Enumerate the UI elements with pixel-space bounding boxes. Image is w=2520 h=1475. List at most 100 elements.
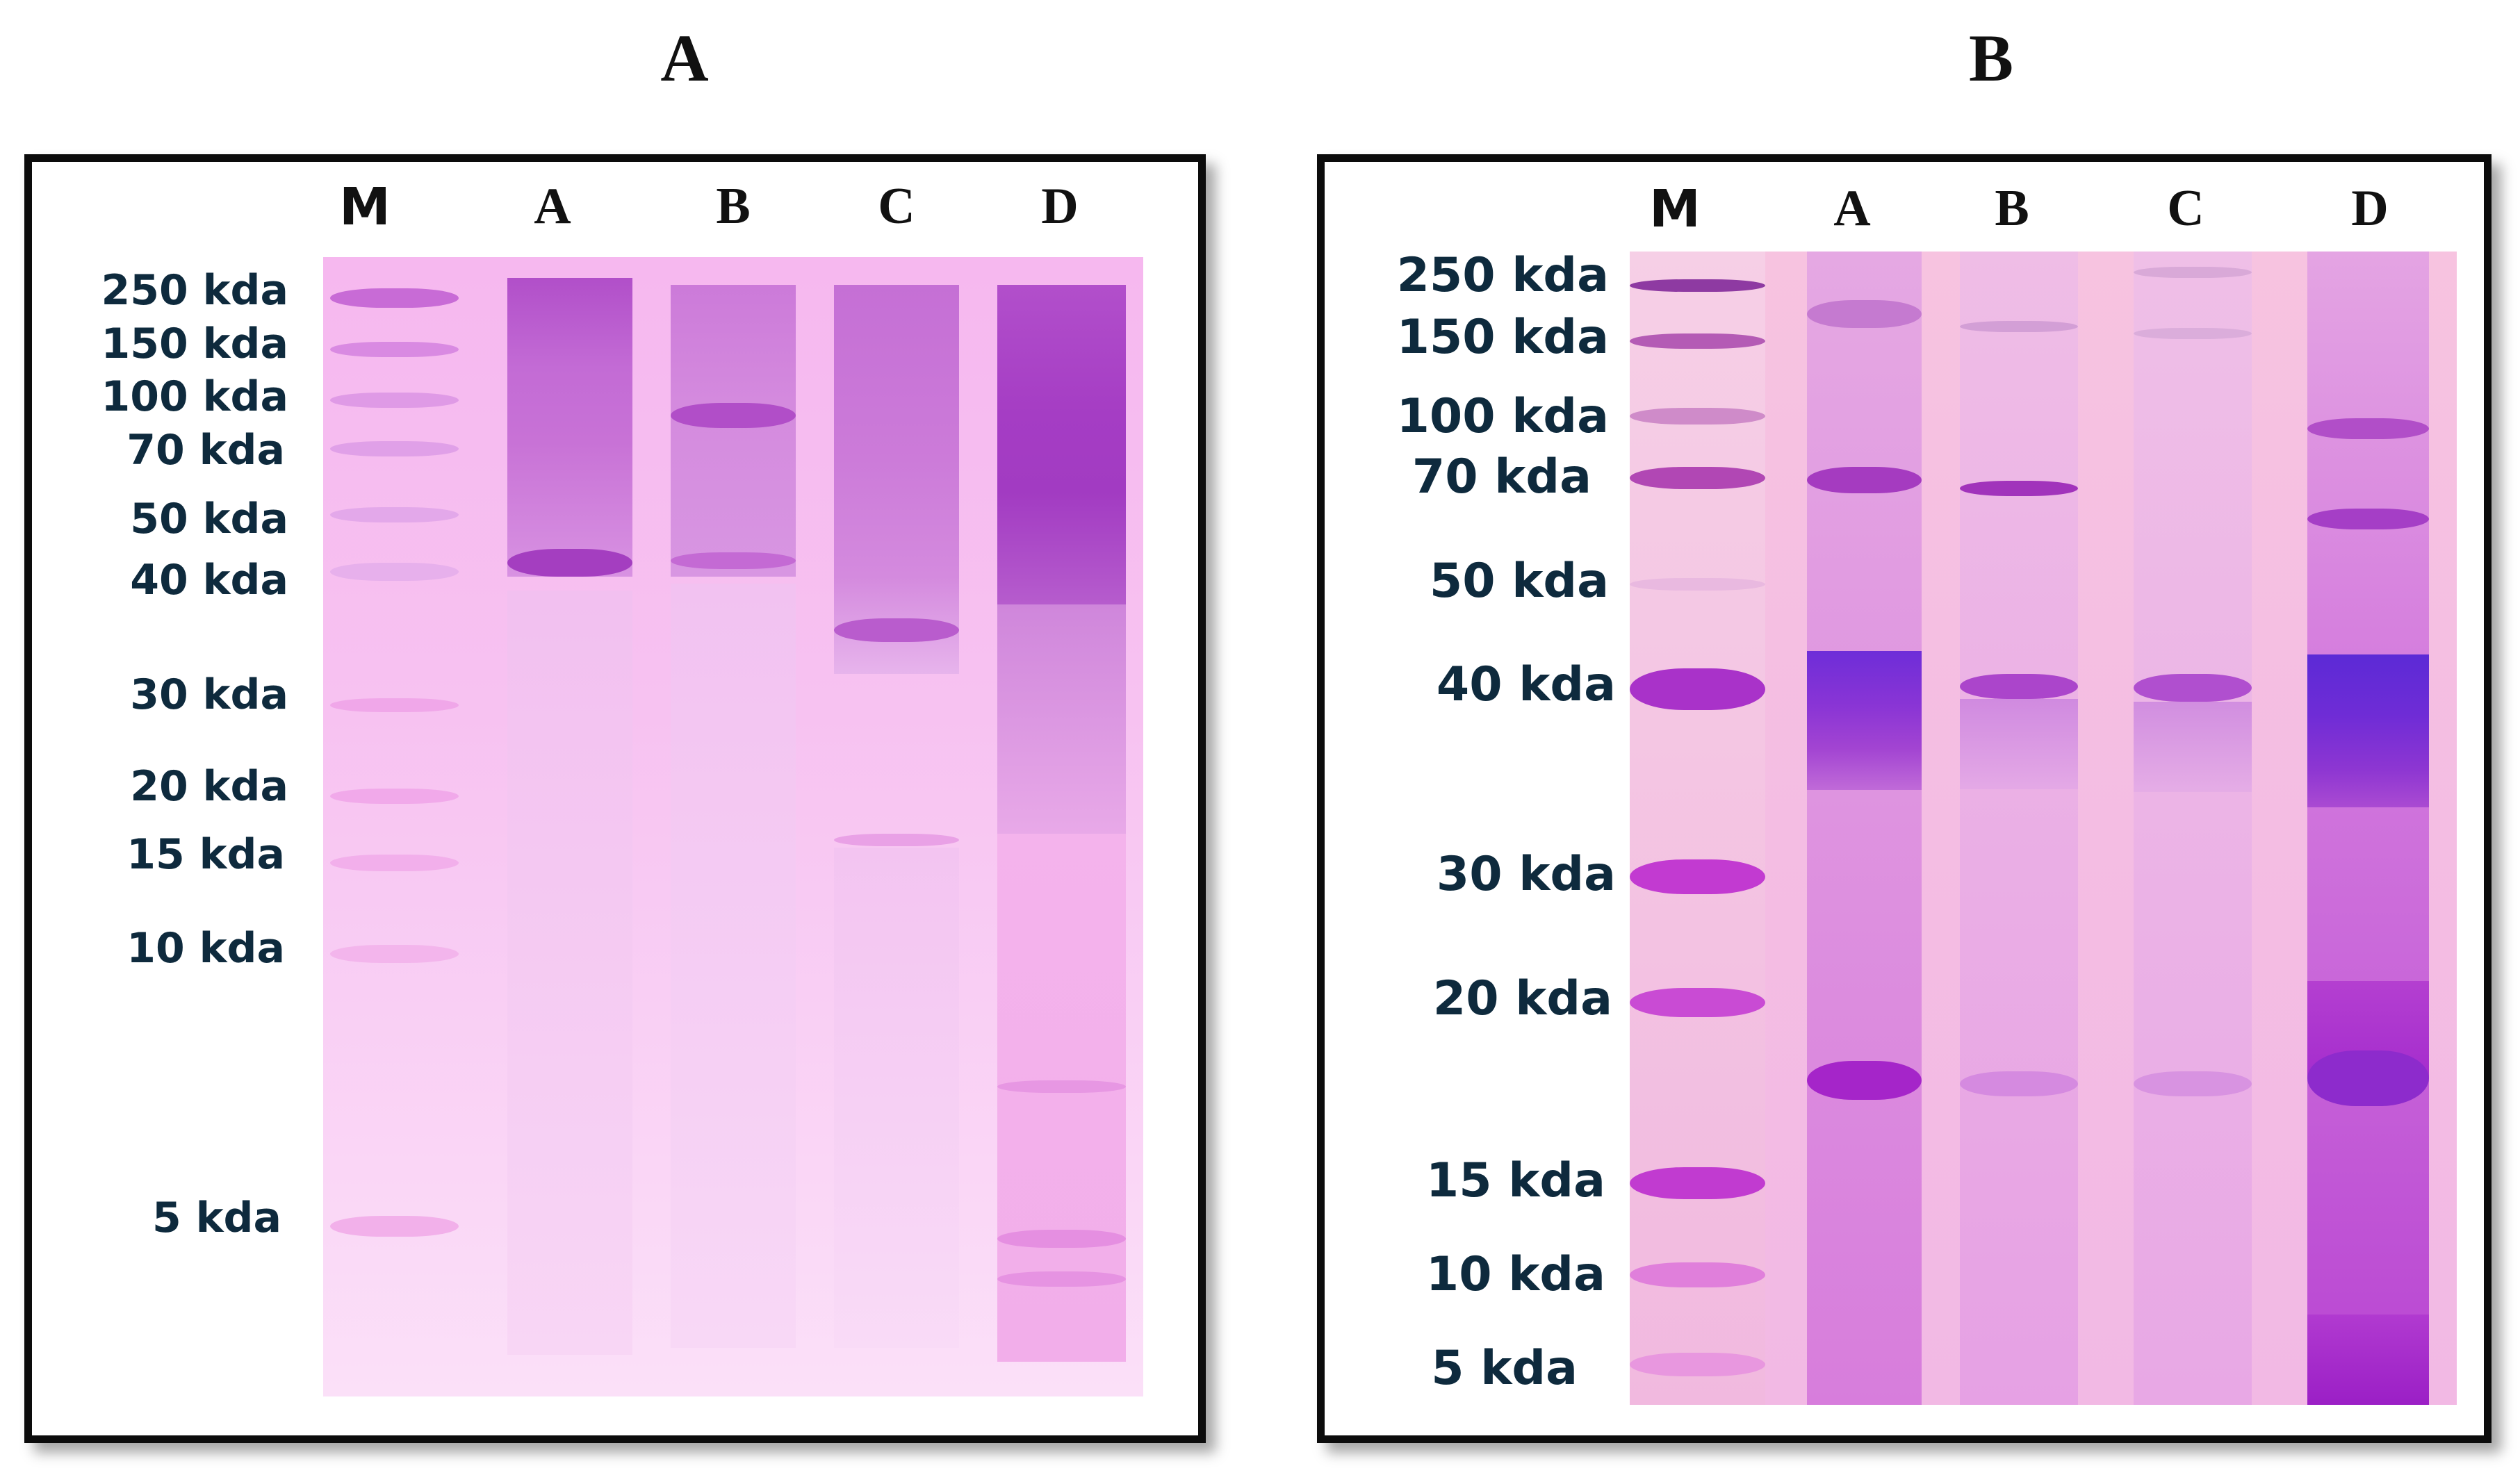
- panel-a-marker-label: 100 kda: [101, 372, 288, 421]
- panel-b-gel: [1630, 252, 2457, 1405]
- panel-b-marker-label: 20 kda: [1432, 971, 1612, 1026]
- panel-a-marker-band: [330, 393, 459, 408]
- panel-a-lane-label-m: M: [339, 177, 391, 237]
- panel-a-marker-band: [330, 288, 459, 308]
- panel-b-marker-label: 50 kda: [1429, 554, 1609, 609]
- panel-b-title: B: [1968, 21, 2014, 95]
- panel-a-marker-band: [330, 855, 459, 871]
- panel-a-lane-d: [997, 257, 1126, 1396]
- panel-b-marker-band: [1630, 1353, 1765, 1376]
- panel-a-marker-label: 150 kda: [101, 320, 288, 368]
- panel-a-lane-label-c: C: [878, 178, 915, 235]
- panel-b-marker-label: 40 kda: [1436, 657, 1616, 712]
- panel-a-smear: [834, 848, 959, 1348]
- panel-b-marker-band: [1630, 578, 1765, 591]
- panel-a-smear: [671, 584, 796, 1348]
- panel-a-marker-label: 5 kda: [152, 1194, 281, 1242]
- panel-b-band: [2134, 267, 2252, 278]
- panel-a-band: [997, 1271, 1126, 1287]
- panel-a-smear: [997, 285, 1126, 604]
- panel-b-marker-band: [1630, 408, 1765, 425]
- panel-a-band: [997, 1080, 1126, 1093]
- panel-b-band: [1960, 674, 2078, 699]
- panel-b-band: [2307, 509, 2429, 529]
- panel-a-band: [507, 549, 632, 577]
- panel-a-smear: [507, 591, 632, 1355]
- panel-b-lane-m: [1630, 252, 1765, 1405]
- panel-b-band: [1960, 321, 2078, 332]
- panel-b-marker-band: [1630, 1167, 1765, 1199]
- panel-b-marker-band: [1630, 333, 1765, 349]
- panel-b-band: [2307, 418, 2429, 439]
- panel-a-marker-band: [330, 1216, 459, 1237]
- panel-a-marker-band: [330, 563, 459, 581]
- panel-b-marker-band: [1630, 467, 1765, 489]
- panel-a-smear: [834, 285, 959, 674]
- panel-b-marker-band: [1630, 859, 1765, 894]
- panel-b-band: [2134, 328, 2252, 339]
- panel-a-marker-band: [330, 507, 459, 522]
- panel-b-band: [1807, 467, 1922, 493]
- panel-b-lane-label-d: D: [2351, 180, 2389, 237]
- panel-b-band: [1960, 481, 2078, 496]
- panel-a-marker-label: 30 kda: [130, 670, 288, 719]
- panel-b-marker-label: 10 kda: [1425, 1247, 1605, 1302]
- panel-b-lane-d: [2307, 252, 2429, 1405]
- panel-b-marker-label: 5 kda: [1431, 1341, 1578, 1396]
- panel-a-marker-label: 40 kda: [130, 556, 288, 604]
- panel-b-smear: [2307, 654, 2429, 807]
- panel-a-marker-label: 250 kda: [101, 266, 288, 315]
- panel-b-lane-a: [1807, 252, 1922, 1405]
- panel-a-band: [671, 403, 796, 428]
- panel-a-band: [834, 618, 959, 642]
- panel-a-lane-c: [834, 257, 959, 1396]
- panel-b-lane-label-a: A: [1833, 180, 1871, 237]
- panel-b-smear: [2307, 1315, 2429, 1405]
- panel-b-marker-label: 150 kda: [1396, 310, 1609, 365]
- panel-b-lane-label-b: B: [1995, 180, 2029, 237]
- panel-a-title: A: [660, 21, 709, 95]
- panel-a-lane-label-b: B: [716, 178, 751, 235]
- panel-a-marker-label: 15 kda: [126, 830, 285, 879]
- panel-b-marker-label: 100 kda: [1396, 389, 1609, 444]
- panel-b-band: [1807, 1061, 1922, 1100]
- panel-b-marker-label: 15 kda: [1425, 1153, 1605, 1208]
- panel-b-marker-label: 70 kda: [1412, 450, 1592, 504]
- panel-b-band: [1807, 300, 1922, 328]
- panel-a-marker-band: [330, 789, 459, 804]
- panel-b-marker-label: 250 kda: [1396, 248, 1609, 303]
- panel-b-lane-c: [2134, 252, 2252, 1405]
- panel-b-marker-label: 30 kda: [1436, 847, 1616, 902]
- panel-a-lane-label-d: D: [1041, 178, 1079, 235]
- panel-a-lane-label-a: A: [534, 178, 571, 235]
- panel-a-gel: [323, 257, 1143, 1396]
- panel-a-marker-label: 70 kda: [126, 426, 285, 475]
- panel-b-band: [2134, 1071, 2252, 1096]
- panel-a-lane-b: [671, 257, 796, 1396]
- panel-a-band: [671, 552, 796, 569]
- panel-a-marker-label: 10 kda: [126, 924, 285, 973]
- panel-a-smear: [997, 604, 1126, 834]
- panel-b-marker-band: [1630, 279, 1765, 292]
- panel-b-band: [1960, 1071, 2078, 1096]
- panel-b-smear: [2134, 702, 2252, 792]
- panel-b-marker-band: [1630, 1262, 1765, 1287]
- panel-b-band: [2134, 674, 2252, 702]
- panel-b-lane-label-m: M: [1649, 179, 1701, 239]
- panel-a-band: [997, 1230, 1126, 1248]
- panel-a-band: [834, 834, 959, 846]
- panel-b-marker-band: [1630, 668, 1765, 710]
- panel-a-smear: [507, 278, 632, 577]
- panel-a-lane-a: [507, 257, 632, 1396]
- panel-a-marker-label: 50 kda: [130, 495, 288, 543]
- panel-a-marker-band: [330, 945, 459, 963]
- panel-b-smear: [1960, 699, 2078, 789]
- panel-b-lane-b: [1960, 252, 2078, 1405]
- panel-b-marker-band: [1630, 988, 1765, 1017]
- panel-b-band: [2307, 1050, 2429, 1106]
- panel-a-marker-band: [330, 342, 459, 357]
- panel-a-smear: [671, 285, 796, 577]
- panel-a-marker-band: [330, 698, 459, 712]
- panel-a-lane-m: [330, 257, 459, 1396]
- panel-b-lane-label-c: C: [2167, 180, 2204, 237]
